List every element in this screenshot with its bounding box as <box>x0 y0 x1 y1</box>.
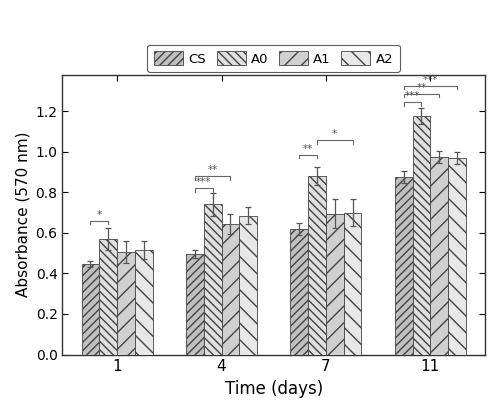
Text: **: ** <box>208 165 218 175</box>
Bar <box>117 252 135 355</box>
Bar <box>430 157 448 355</box>
Text: ***: *** <box>405 91 420 101</box>
Text: ***: *** <box>196 177 212 187</box>
Bar <box>240 216 257 355</box>
Bar <box>412 116 430 355</box>
Bar <box>186 254 204 355</box>
Bar <box>326 214 344 355</box>
Text: *: * <box>97 210 102 220</box>
Text: **: ** <box>416 83 426 93</box>
Text: ***: *** <box>422 75 438 85</box>
Legend: CS, A0, A1, A2: CS, A0, A1, A2 <box>148 45 400 72</box>
Bar <box>448 158 466 355</box>
Bar <box>82 264 100 355</box>
Bar <box>204 204 222 355</box>
Text: **: ** <box>303 144 314 154</box>
Bar <box>100 239 117 355</box>
Bar <box>308 176 326 355</box>
Bar <box>222 224 240 355</box>
Bar <box>395 177 412 355</box>
Text: *: * <box>332 129 338 140</box>
X-axis label: Time (days): Time (days) <box>224 380 323 398</box>
Bar <box>344 213 361 355</box>
Bar <box>290 229 308 355</box>
Y-axis label: Absorbance (570 nm): Absorbance (570 nm) <box>15 132 30 297</box>
Bar <box>135 250 152 355</box>
